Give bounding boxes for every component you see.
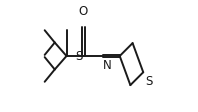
Text: O: O — [79, 5, 88, 18]
Text: N: N — [103, 59, 112, 72]
Text: S: S — [75, 50, 82, 62]
Text: S: S — [145, 75, 152, 88]
